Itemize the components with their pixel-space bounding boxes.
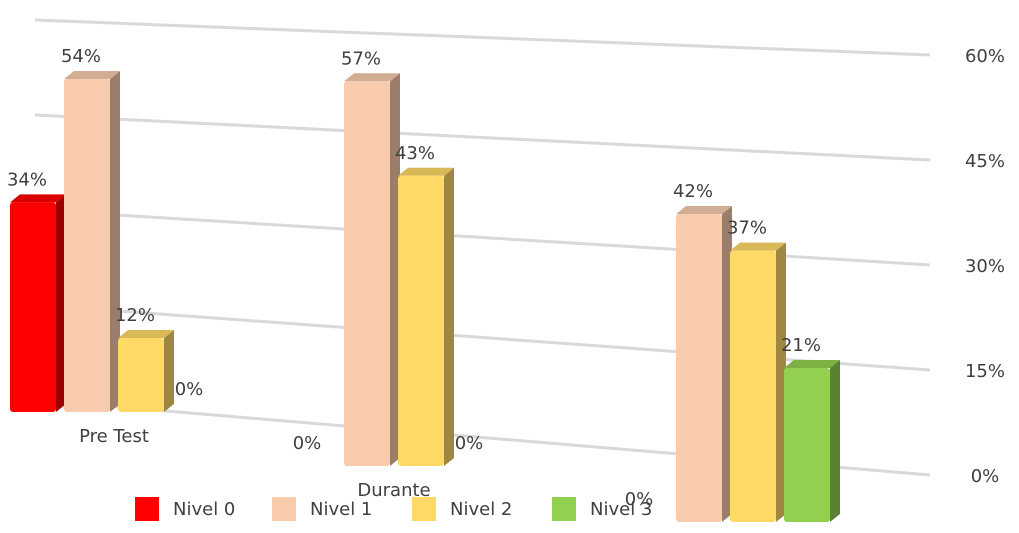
legend-swatch (272, 497, 296, 521)
bar-top (676, 206, 732, 214)
grid-line (34, 208, 931, 267)
bar-side (164, 330, 174, 412)
bar-top (398, 167, 454, 176)
value-label: 0% (175, 379, 204, 400)
legend-swatch (552, 497, 576, 521)
bar-side (722, 206, 732, 522)
legend-swatch (412, 497, 436, 521)
value-label: 21% (781, 335, 821, 356)
value-label: 42% (673, 181, 713, 202)
value-label: 12% (115, 305, 155, 326)
value-label: 34% (7, 169, 47, 190)
value-label: 54% (61, 46, 101, 67)
bar-side (830, 360, 840, 522)
bar (64, 79, 110, 412)
y-tick-label: 30% (965, 256, 1005, 277)
bar-top (64, 71, 120, 79)
bar-side (390, 73, 400, 466)
y-tick-label: 45% (965, 151, 1005, 172)
x-tick-label: Pre Test (79, 426, 149, 447)
bar (730, 250, 776, 522)
legend-label: Nivel 0 (173, 499, 235, 520)
bar-top (118, 330, 174, 338)
bar (118, 338, 164, 412)
y-tick-label: 0% (971, 466, 1000, 487)
y-tick-label: 60% (965, 46, 1005, 67)
bar (784, 368, 830, 522)
value-label: 0% (455, 433, 484, 454)
grid-line (34, 113, 931, 162)
bar-top (10, 194, 66, 203)
bar (10, 202, 56, 412)
bar (398, 175, 444, 466)
bar-side (776, 242, 786, 522)
bar-side (444, 167, 454, 466)
bar-side (110, 71, 120, 412)
bar-side (56, 194, 66, 412)
x-tick-label: Durante (357, 480, 430, 501)
bar (676, 214, 722, 522)
grid-line (34, 18, 931, 57)
legend-label: Nivel 1 (310, 499, 372, 520)
y-tick-label: 15% (965, 361, 1005, 382)
value-label: 0% (293, 433, 322, 454)
legend-label: Nivel 2 (450, 499, 512, 520)
value-label: 37% (727, 218, 767, 239)
bar-top (344, 73, 400, 82)
value-label: 43% (395, 143, 435, 164)
bar-top (784, 360, 840, 368)
legend-swatch (135, 497, 159, 521)
bar (344, 81, 390, 466)
value-label: 57% (341, 48, 381, 69)
bar-top (730, 242, 786, 251)
value-label: 0% (625, 489, 654, 510)
legend-label: Nivel 3 (590, 499, 652, 520)
